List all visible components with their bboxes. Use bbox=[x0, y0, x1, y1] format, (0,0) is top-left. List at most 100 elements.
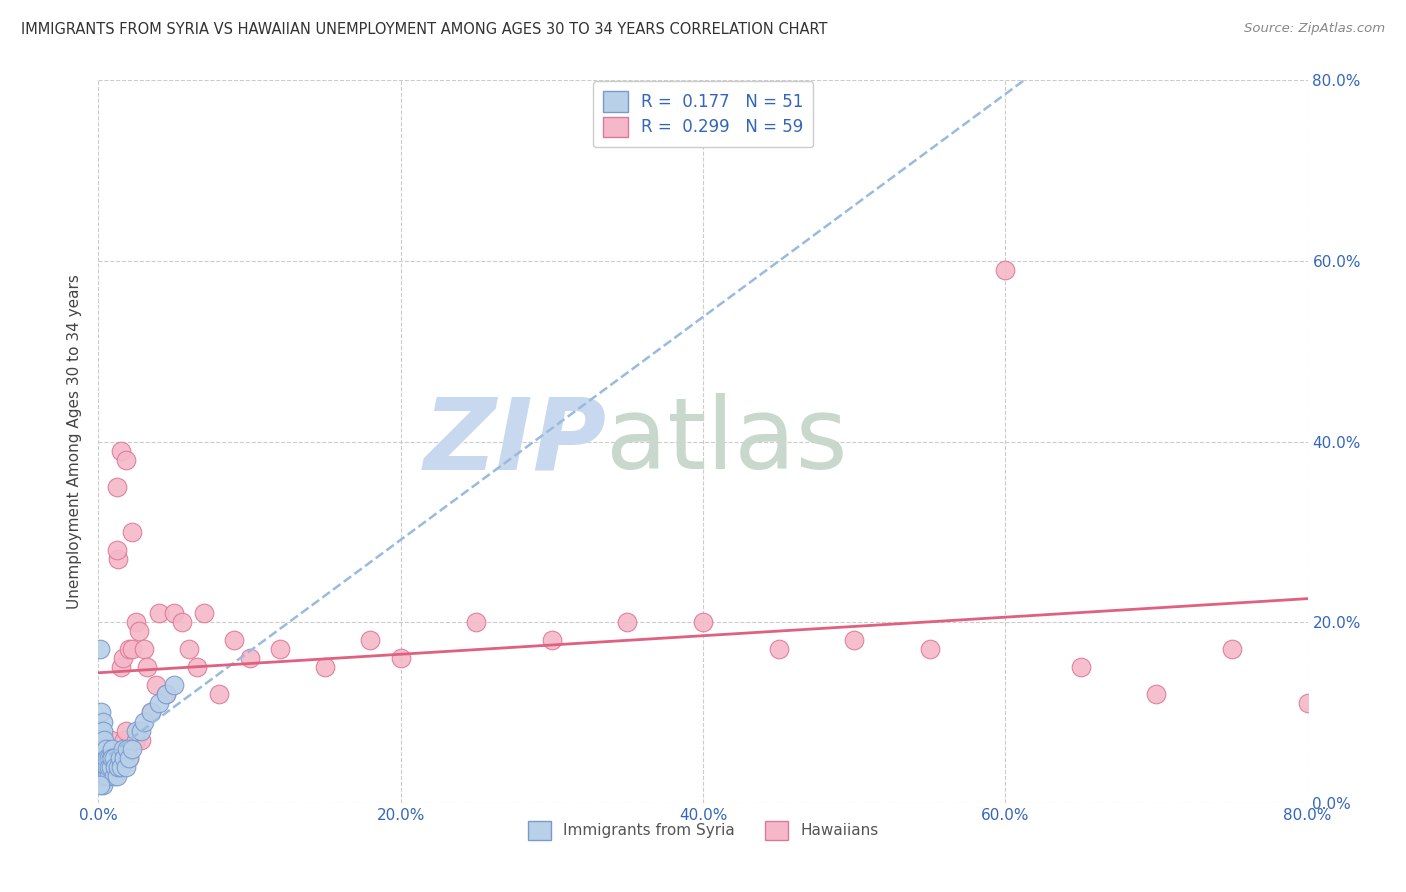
Point bbox=[89, 750, 111, 764]
Y-axis label: Unemployment Among Ages 30 to 34 years: Unemployment Among Ages 30 to 34 years bbox=[67, 274, 83, 609]
Point bbox=[994, 263, 1017, 277]
Point bbox=[107, 552, 129, 566]
Point bbox=[91, 723, 114, 738]
Point bbox=[135, 660, 157, 674]
Point bbox=[163, 606, 186, 620]
Point bbox=[105, 480, 128, 494]
Text: IMMIGRANTS FROM SYRIA VS HAWAIIAN UNEMPLOYMENT AMONG AGES 30 TO 34 YEARS CORRELA: IMMIGRANTS FROM SYRIA VS HAWAIIAN UNEMPL… bbox=[21, 22, 828, 37]
Point bbox=[208, 687, 231, 701]
Point bbox=[89, 750, 111, 764]
Point bbox=[121, 741, 143, 756]
Text: atlas: atlas bbox=[606, 393, 848, 490]
Point bbox=[239, 651, 262, 665]
Point bbox=[105, 542, 128, 557]
Point bbox=[118, 750, 141, 764]
Point bbox=[1220, 642, 1243, 657]
Point bbox=[93, 741, 115, 756]
Point bbox=[132, 642, 155, 657]
Point bbox=[108, 750, 131, 764]
Point bbox=[91, 732, 114, 747]
Point bbox=[100, 760, 122, 774]
Point bbox=[105, 769, 128, 783]
Point bbox=[155, 687, 177, 701]
Point bbox=[94, 760, 117, 774]
Point bbox=[141, 706, 163, 720]
Point bbox=[98, 769, 121, 783]
Point bbox=[91, 769, 114, 783]
Point bbox=[89, 778, 111, 792]
Point bbox=[193, 606, 215, 620]
Point bbox=[692, 615, 714, 630]
Point bbox=[145, 678, 167, 692]
Point bbox=[118, 642, 141, 657]
Point bbox=[148, 606, 170, 620]
Point bbox=[89, 642, 111, 657]
Point bbox=[90, 760, 112, 774]
Point bbox=[101, 760, 124, 774]
Point bbox=[844, 633, 866, 648]
Point bbox=[96, 760, 118, 774]
Point bbox=[224, 633, 246, 648]
Point bbox=[115, 741, 138, 756]
Point bbox=[186, 660, 208, 674]
Text: ZIP: ZIP bbox=[423, 393, 606, 490]
Point bbox=[129, 732, 152, 747]
Point bbox=[112, 750, 135, 764]
Point bbox=[114, 760, 136, 774]
Point bbox=[148, 697, 170, 711]
Point bbox=[110, 760, 132, 774]
Point bbox=[1296, 697, 1319, 711]
Point bbox=[103, 769, 125, 783]
Point bbox=[94, 741, 117, 756]
Point bbox=[90, 741, 112, 756]
Point bbox=[93, 750, 115, 764]
Point bbox=[100, 732, 122, 747]
Point bbox=[112, 732, 135, 747]
Point bbox=[101, 741, 124, 756]
Point bbox=[125, 723, 148, 738]
Point bbox=[93, 760, 115, 774]
Point bbox=[103, 750, 125, 764]
Point bbox=[269, 642, 291, 657]
Point bbox=[141, 706, 163, 720]
Point bbox=[94, 760, 117, 774]
Point bbox=[94, 769, 117, 783]
Point bbox=[96, 750, 118, 764]
Point bbox=[128, 624, 150, 639]
Point bbox=[103, 760, 125, 774]
Point bbox=[115, 741, 138, 756]
Point bbox=[114, 452, 136, 467]
Point bbox=[540, 633, 562, 648]
Point bbox=[121, 642, 143, 657]
Point bbox=[314, 660, 336, 674]
Point bbox=[360, 633, 382, 648]
Point bbox=[101, 750, 124, 764]
Point bbox=[96, 769, 118, 783]
Point bbox=[91, 714, 114, 729]
Point bbox=[98, 760, 121, 774]
Point bbox=[110, 443, 132, 458]
Point bbox=[107, 760, 129, 774]
Point bbox=[125, 615, 148, 630]
Point bbox=[389, 651, 412, 665]
Point bbox=[94, 750, 117, 764]
Point bbox=[100, 750, 122, 764]
Text: Source: ZipAtlas.com: Source: ZipAtlas.com bbox=[1244, 22, 1385, 36]
Point bbox=[170, 615, 193, 630]
Point bbox=[90, 706, 112, 720]
Point bbox=[111, 651, 134, 665]
Point bbox=[93, 732, 115, 747]
Point bbox=[98, 750, 121, 764]
Point bbox=[163, 678, 186, 692]
Point bbox=[90, 769, 112, 783]
Point bbox=[96, 741, 118, 756]
Point bbox=[118, 750, 141, 764]
Point bbox=[179, 642, 201, 657]
Point bbox=[918, 642, 941, 657]
Point bbox=[114, 723, 136, 738]
Point bbox=[111, 741, 134, 756]
Point bbox=[1144, 687, 1167, 701]
Point bbox=[89, 723, 111, 738]
Point bbox=[90, 732, 112, 747]
Point bbox=[465, 615, 488, 630]
